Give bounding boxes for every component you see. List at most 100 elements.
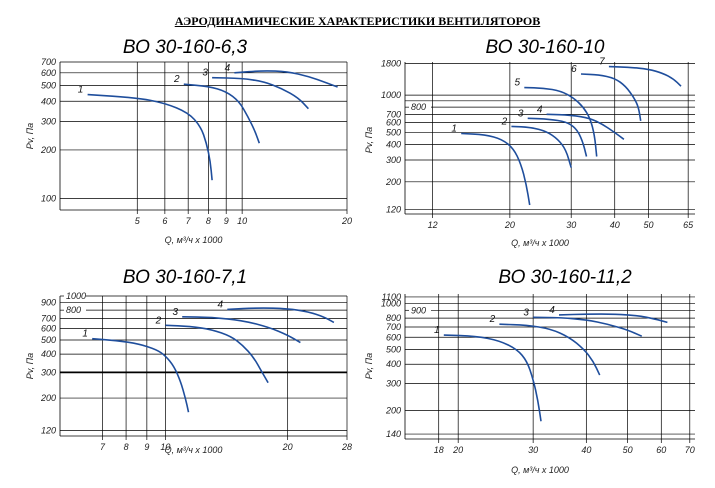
x-tick-label: 30 <box>528 445 538 455</box>
curve-label-7: 7 <box>599 57 605 68</box>
y-tick-label: 300 <box>386 378 401 388</box>
y-tick-label: 600 <box>386 332 401 342</box>
x-tick-label: 8 <box>124 442 129 452</box>
y-extra-label: 1000 <box>66 291 86 301</box>
y-tick-label: 100 <box>41 194 56 204</box>
y-tick-label: 1000 <box>381 298 401 308</box>
x-tick-label: 8 <box>206 216 211 226</box>
curve-2 <box>183 83 261 144</box>
curve-label-3: 3 <box>172 307 178 318</box>
y-tick-label: 400 <box>386 359 401 369</box>
x-tick-label: 20 <box>341 216 352 226</box>
x-tick-label: 50 <box>643 220 653 230</box>
y-tick-label: 500 <box>386 344 401 354</box>
curve-label-6: 6 <box>571 64 577 75</box>
x-axis-label: Q, м³/ч х 1000 <box>165 235 223 245</box>
y-tick-label: 700 <box>41 57 56 67</box>
curve-6 <box>580 73 642 122</box>
curve-1 <box>92 337 190 413</box>
curve-2 <box>499 323 601 376</box>
curve-label-4: 4 <box>217 299 223 310</box>
chart-4: ВО 30-160-11,214020030040050060070080010… <box>364 267 695 475</box>
curve-1 <box>87 93 213 181</box>
curve-5 <box>524 86 598 157</box>
y-tick-label: 200 <box>385 405 401 415</box>
y-tick-label: 600 <box>386 118 401 128</box>
curve-label-1: 1 <box>434 325 440 336</box>
y-tick-label: 200 <box>40 393 56 403</box>
curve-1 <box>443 334 542 422</box>
x-tick-label: 7 <box>186 216 192 226</box>
y-tick-label: 500 <box>386 127 401 137</box>
curve-label-2: 2 <box>489 314 496 325</box>
y-tick-label: 1100 <box>382 292 401 302</box>
y-tick-label: 1800 <box>381 58 401 68</box>
curve-label-1: 1 <box>451 124 457 135</box>
x-tick-label: 30 <box>566 220 576 230</box>
curve-2 <box>511 125 572 168</box>
y-tick-label: 300 <box>41 367 56 377</box>
curve-label-5: 5 <box>514 78 520 89</box>
x-axis-label: Q, м³/ч х 1000 <box>165 445 223 455</box>
x-tick-label: 40 <box>610 220 620 230</box>
curve-label-3: 3 <box>518 108 524 119</box>
x-axis-label: Q, м³/ч х 1000 <box>511 465 569 475</box>
y-tick-label: 200 <box>40 145 56 155</box>
curve-7 <box>608 65 682 87</box>
curve-label-2: 2 <box>155 315 162 326</box>
x-tick-label: 40 <box>581 445 591 455</box>
y-tick-label: 700 <box>386 109 401 119</box>
x-tick-label: 60 <box>656 445 666 455</box>
x-tick-label: 18 <box>434 445 444 455</box>
x-tick-label: 20 <box>282 442 293 452</box>
chart-3: ВО 30-160-7,1120200300400500600700900100… <box>25 267 352 455</box>
y-tick-label: 300 <box>41 116 56 126</box>
x-tick-label: 65 <box>683 220 694 230</box>
chart-title: ВО 30-160-11,2 <box>498 267 632 288</box>
y-tick-label: 200 <box>385 177 401 187</box>
curve-label-1: 1 <box>78 85 84 96</box>
page-header: АЭРОДИНАМИЧЕСКИЕ ХАРАКТЕРИСТИКИ ВЕНТИЛЯТ… <box>0 12 715 30</box>
y-axis-label: Pv, Па <box>25 123 35 149</box>
y-tick-label: 400 <box>41 349 56 359</box>
x-tick-label: 7 <box>100 442 106 452</box>
y-tick-label: 140 <box>386 429 401 439</box>
y-tick-label: 900 <box>41 298 56 308</box>
y-axis-label: Pv, Па <box>364 127 374 153</box>
x-tick-label: 12 <box>428 220 438 230</box>
curve-1 <box>461 132 531 206</box>
page-title: АЭРОДИНАМИЧЕСКИЕ ХАРАКТЕРИСТИКИ ВЕНТИЛЯТ… <box>174 14 541 28</box>
y-axis-label: Pv, Па <box>364 353 374 379</box>
x-tick-label: 28 <box>341 442 352 452</box>
curve-label-2: 2 <box>173 74 180 85</box>
x-tick-label: 20 <box>504 220 515 230</box>
y-tick-label: 700 <box>386 322 401 332</box>
curve-label-3: 3 <box>202 68 208 79</box>
curve-label-1: 1 <box>82 329 88 340</box>
x-tick-label: 9 <box>144 442 149 452</box>
y-tick-label: 400 <box>386 139 401 149</box>
y-tick-label: 500 <box>41 335 56 345</box>
y-extra-label: 800 <box>66 305 81 315</box>
curve-4 <box>558 313 668 324</box>
x-tick-label: 50 <box>623 445 633 455</box>
curve-3 <box>533 316 643 337</box>
y-tick-label: 400 <box>41 96 56 106</box>
curve-4 <box>546 113 625 140</box>
curve-3 <box>182 316 301 344</box>
y-tick-label: 120 <box>41 425 56 435</box>
curve-label-2: 2 <box>501 116 508 127</box>
y-tick-label: 700 <box>41 314 56 324</box>
curve-2 <box>165 324 269 384</box>
y-tick-label: 1000 <box>381 90 401 100</box>
x-tick-label: 10 <box>160 442 170 452</box>
y-tick-label: 300 <box>386 155 401 165</box>
curve-label-4: 4 <box>537 104 543 115</box>
chart-title: ВО 30-160-7,1 <box>123 267 247 288</box>
x-tick-label: 5 <box>135 216 141 226</box>
x-tick-label: 70 <box>685 445 695 455</box>
curve-label-4: 4 <box>225 63 231 74</box>
chart-title: ВО 30-160-6,3 <box>123 37 248 58</box>
